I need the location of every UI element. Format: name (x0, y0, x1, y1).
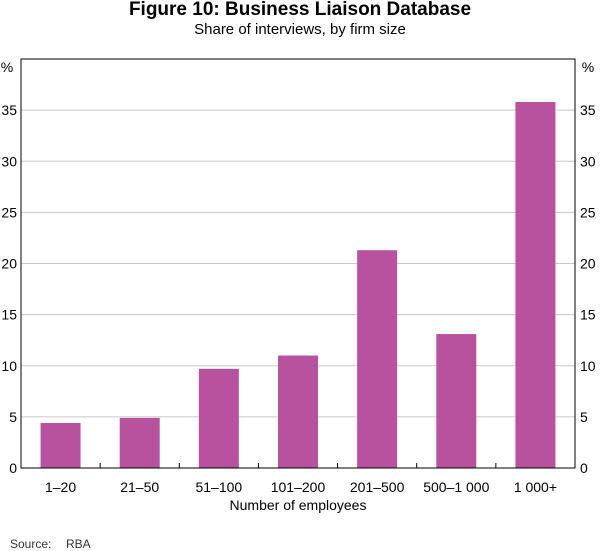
y-tick-label-right: 20 (580, 256, 596, 272)
chart-subtitle: Share of interviews, by firm size (194, 21, 406, 38)
bar (278, 355, 318, 468)
y-tick-label-right: 0 (580, 460, 588, 476)
bar (436, 334, 477, 468)
x-tick-label: 201–500 (350, 479, 405, 495)
y-tick-label-right: 15 (580, 307, 596, 323)
axis-labels: 0 0 5 5 10 10 15 15 20 20 25 25 30 30 35 35 1–20 21–50 51–… (1, 102, 595, 495)
bars (40, 101, 556, 468)
y-tick-label-right: 35 (580, 102, 596, 118)
chart-title: Figure 10: Business Liaison Database (128, 0, 472, 20)
bar (198, 368, 239, 468)
y-tick-label-left: 15 (1, 307, 17, 323)
source-note: Source: RBA (10, 537, 91, 551)
y-axis-unit-right: % (582, 59, 594, 75)
y-tick-label-left: 30 (1, 153, 17, 169)
y-tick-label-left: 5 (9, 409, 17, 425)
x-tick-label: 1 000+ (514, 479, 557, 495)
bar (40, 423, 81, 468)
y-tick-label-left: 10 (1, 358, 17, 374)
y-tick-label-left: 0 (9, 460, 17, 476)
y-tick-label-right: 30 (580, 153, 596, 169)
x-tick-label: 500–1 000 (423, 479, 489, 495)
y-axis-unit-left: % (1, 59, 13, 75)
bar (119, 417, 160, 468)
gridlines (21, 109, 575, 418)
x-tick-label: 51–100 (195, 479, 242, 495)
y-tick-label-right: 5 (580, 409, 588, 425)
axis-ticks (99, 463, 497, 468)
source-value: RBA (66, 537, 91, 551)
y-tick-label-left: 25 (1, 204, 17, 220)
x-tick-label: 1–20 (45, 479, 76, 495)
bar (515, 101, 556, 468)
y-tick-label-left: 20 (1, 256, 17, 272)
bar (357, 250, 398, 468)
x-tick-label: 101–200 (271, 479, 326, 495)
x-tick-label: 21–50 (120, 479, 159, 495)
y-tick-label-left: 35 (1, 102, 17, 118)
y-tick-label-right: 10 (580, 358, 596, 374)
y-tick-label-right: 25 (580, 204, 596, 220)
source-label: Source: (10, 537, 52, 551)
plot-frame (20, 58, 576, 469)
x-axis-title: Number of employees (230, 497, 367, 513)
